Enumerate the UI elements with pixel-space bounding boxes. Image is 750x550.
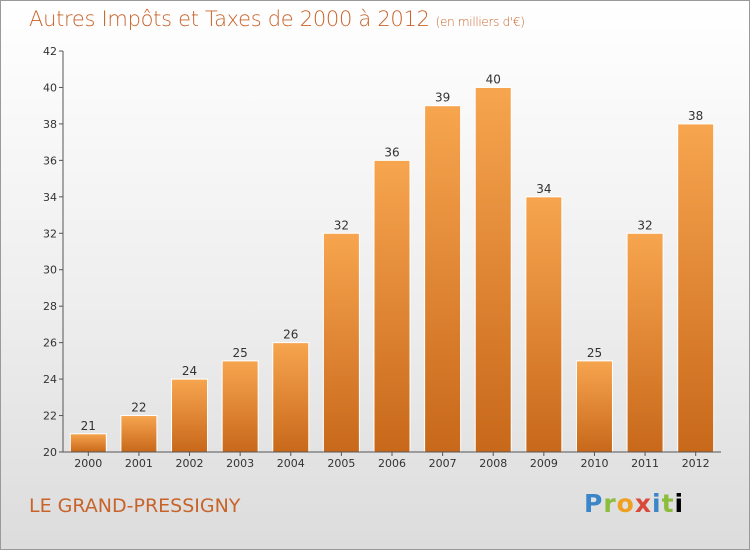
bar bbox=[221, 360, 259, 453]
bar bbox=[322, 232, 360, 453]
logo-letter: o bbox=[616, 489, 635, 518]
data-label: 22 bbox=[131, 401, 146, 415]
y-tick-label: 24 bbox=[43, 373, 57, 386]
bars-group bbox=[69, 86, 715, 453]
bar bbox=[677, 123, 715, 453]
data-label: 34 bbox=[536, 182, 551, 196]
x-tick-label: 2006 bbox=[378, 457, 406, 470]
logo-letter: t bbox=[661, 489, 675, 518]
y-tick-label: 22 bbox=[43, 410, 57, 423]
chart-title: Autres Impôts et Taxes de 2000 à 2012 (en… bbox=[29, 7, 525, 31]
y-tick-label: 32 bbox=[43, 227, 57, 240]
x-tick-label: 2004 bbox=[277, 457, 305, 470]
bar bbox=[171, 378, 209, 453]
y-tick-label: 30 bbox=[43, 264, 57, 277]
data-label: 38 bbox=[688, 109, 703, 123]
x-tick-label: 2012 bbox=[682, 457, 710, 470]
data-label: 40 bbox=[486, 72, 501, 86]
x-tick-label: 2003 bbox=[226, 457, 254, 470]
logo-letter: i bbox=[674, 489, 685, 518]
y-tick-label: 38 bbox=[43, 118, 57, 131]
data-label: 25 bbox=[233, 346, 248, 360]
data-label: 36 bbox=[384, 145, 399, 159]
proxiti-logo: Proxiti bbox=[584, 489, 684, 518]
y-tick-label: 42 bbox=[43, 45, 57, 58]
bar bbox=[424, 105, 462, 453]
x-tick-label: 2000 bbox=[74, 457, 102, 470]
bar bbox=[120, 415, 158, 453]
chart-unit-note: (en milliers d'€) bbox=[435, 15, 525, 29]
data-label: 32 bbox=[334, 218, 349, 232]
y-tick-label: 34 bbox=[43, 191, 57, 204]
x-tick-label: 2008 bbox=[479, 457, 507, 470]
bar bbox=[525, 196, 563, 453]
x-tick-label: 2001 bbox=[125, 457, 153, 470]
town-name: LE GRAND-PRESSIGNY bbox=[29, 495, 241, 517]
bar bbox=[474, 86, 512, 453]
bar bbox=[626, 232, 664, 453]
y-tick-label: 36 bbox=[43, 154, 57, 167]
x-tick-label: 2007 bbox=[429, 457, 457, 470]
data-label: 39 bbox=[435, 91, 450, 105]
bar bbox=[272, 342, 310, 453]
data-label: 24 bbox=[182, 364, 197, 378]
x-axis: 2000 2001 2002 2003 2004 2005 2006 2007 2008 2009… bbox=[63, 451, 721, 470]
x-tick-label: 2002 bbox=[176, 457, 204, 470]
data-label: 32 bbox=[637, 218, 652, 232]
y-tick-label: 28 bbox=[43, 300, 57, 313]
bar bbox=[69, 433, 107, 453]
logo-letter: i bbox=[652, 489, 662, 518]
y-axis: 20 22 24 26 28 30 32 34 36 38 40 42 bbox=[43, 45, 64, 459]
data-label: 26 bbox=[283, 328, 298, 342]
y-tick-label: 40 bbox=[43, 81, 57, 94]
data-label: 25 bbox=[587, 346, 602, 360]
data-labels: 21 22 24 25 26 32 36 39 40 34 25 32 38 bbox=[81, 72, 704, 432]
chart-title-text: Autres Impôts et Taxes de 2000 à 2012 bbox=[29, 7, 430, 31]
logo-letter: P bbox=[584, 489, 604, 518]
data-label: 21 bbox=[81, 419, 96, 433]
x-tick-label: 2010 bbox=[580, 457, 608, 470]
bar bbox=[373, 159, 411, 453]
logo-letter: x bbox=[634, 489, 652, 518]
x-tick-label: 2011 bbox=[631, 457, 659, 470]
bar bbox=[575, 360, 613, 453]
x-tick-label: 2009 bbox=[530, 457, 558, 470]
y-tick-label: 20 bbox=[43, 446, 57, 459]
x-tick-label: 2005 bbox=[327, 457, 355, 470]
y-tick-label: 26 bbox=[43, 337, 57, 350]
logo-letter: r bbox=[603, 489, 617, 518]
